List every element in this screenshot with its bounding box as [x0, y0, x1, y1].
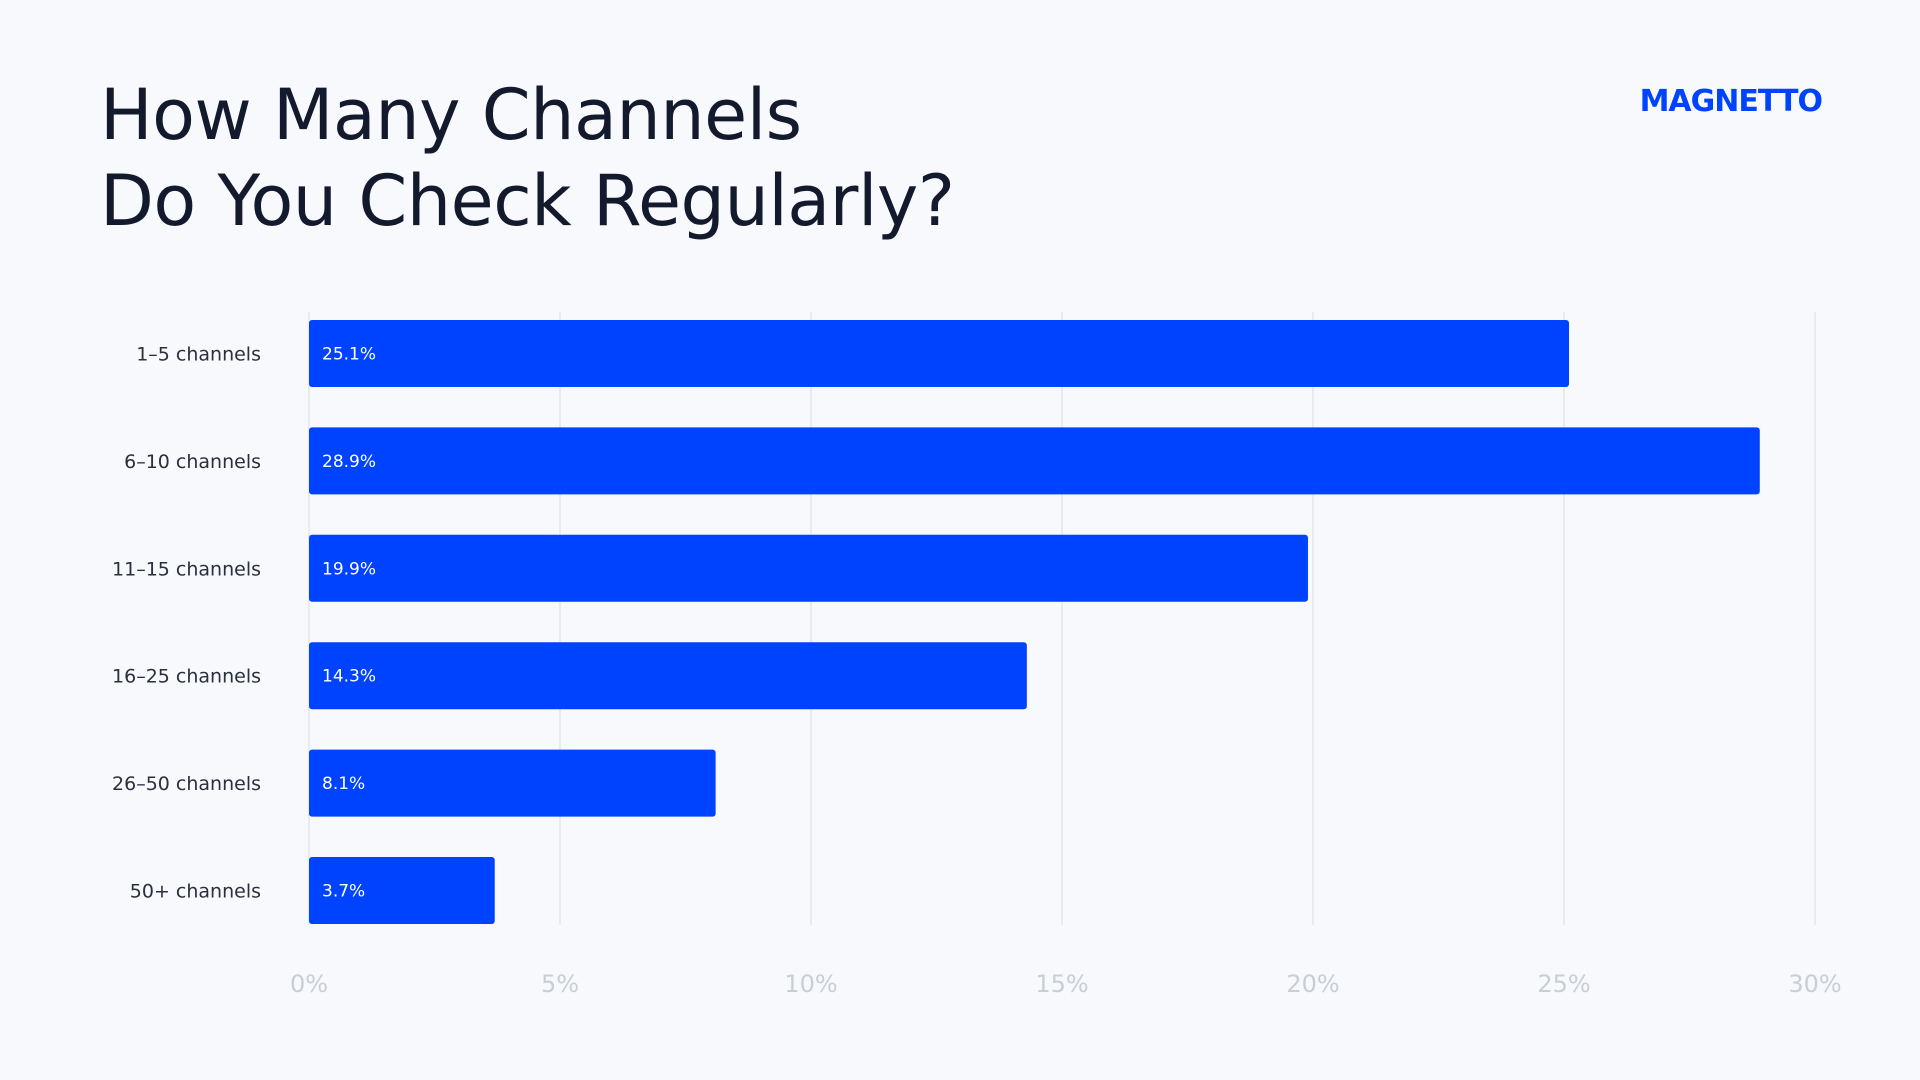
- category-label: 6–10 channels: [124, 451, 261, 473]
- x-tick-label: 15%: [1035, 970, 1088, 998]
- bar: [309, 427, 1760, 495]
- value-labels: 25.1% 28.9% 19.9% 14.3% 8.1% 3.7%: [322, 345, 376, 902]
- x-tick-label: 5%: [541, 970, 579, 998]
- magnetto-logo: MAGNETTO: [1639, 84, 1823, 119]
- category-label: 11–15 channels: [112, 558, 261, 580]
- x-axis-ticks: 0% 5% 10% 15% 20% 25% 30%: [290, 970, 1842, 998]
- category-label: 26–50 channels: [112, 773, 261, 795]
- value-label: 14.3%: [322, 667, 376, 687]
- chart-title-line-1: How Many Channels: [100, 74, 802, 156]
- value-label: 8.1%: [322, 774, 365, 794]
- x-tick-label: 25%: [1537, 970, 1590, 998]
- x-tick-label: 30%: [1788, 970, 1841, 998]
- bar: [309, 642, 1027, 710]
- x-tick-label: 10%: [784, 970, 837, 998]
- bar: [309, 320, 1570, 387]
- category-label: 1–5 channels: [136, 344, 261, 366]
- grid-lines: [308, 312, 1816, 925]
- bar: [309, 857, 495, 924]
- category-labels: 1–5 channels 6–10 channels 11–15 channels 1…: [112, 344, 261, 903]
- chart-title-line-2: Do You Check Regularly?: [100, 160, 955, 242]
- value-label: 19.9%: [322, 559, 376, 579]
- chart-title: How Many Channels Do You Check Regularly…: [100, 72, 955, 244]
- category-label: 16–25 channels: [112, 666, 261, 688]
- x-tick-label: 0%: [290, 970, 328, 998]
- value-label: 28.9%: [322, 452, 376, 472]
- x-tick-label: 20%: [1286, 970, 1339, 998]
- bar: [309, 749, 716, 817]
- bar: [309, 534, 1308, 602]
- bars: [309, 320, 1760, 924]
- value-label: 25.1%: [322, 345, 376, 365]
- value-label: 3.7%: [322, 882, 365, 902]
- category-label: 50+ channels: [130, 881, 261, 903]
